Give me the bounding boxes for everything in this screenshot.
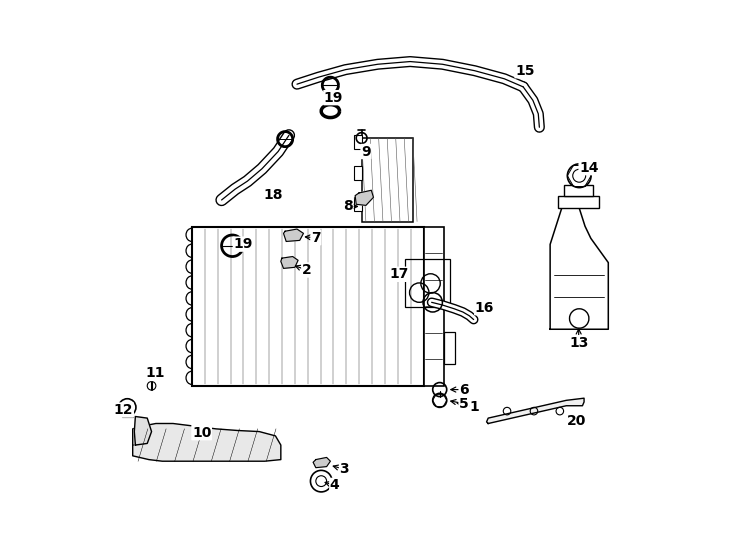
Text: 11: 11 bbox=[145, 367, 165, 380]
Polygon shape bbox=[283, 229, 303, 241]
Polygon shape bbox=[487, 398, 584, 423]
Text: 5: 5 bbox=[459, 396, 469, 410]
Text: 3: 3 bbox=[340, 462, 349, 476]
Text: 17: 17 bbox=[390, 267, 409, 281]
Text: 4: 4 bbox=[330, 478, 340, 492]
Bar bbox=[404, 259, 451, 307]
Text: 16: 16 bbox=[475, 301, 494, 315]
Bar bbox=[354, 197, 362, 211]
Bar bbox=[354, 166, 362, 180]
Polygon shape bbox=[133, 423, 281, 461]
Bar bbox=[192, 227, 424, 386]
Bar bbox=[424, 227, 444, 386]
Text: 19: 19 bbox=[233, 237, 252, 251]
Bar bbox=[558, 196, 599, 208]
Text: 19: 19 bbox=[324, 91, 344, 105]
Text: 20: 20 bbox=[567, 414, 586, 428]
Text: 6: 6 bbox=[459, 382, 469, 396]
Text: 10: 10 bbox=[192, 426, 211, 440]
Bar bbox=[354, 136, 362, 149]
Text: 2: 2 bbox=[302, 263, 311, 277]
Polygon shape bbox=[355, 190, 374, 205]
Text: 9: 9 bbox=[361, 145, 371, 159]
Polygon shape bbox=[281, 256, 298, 268]
Polygon shape bbox=[134, 416, 151, 445]
Text: 14: 14 bbox=[579, 161, 599, 174]
Text: 7: 7 bbox=[311, 231, 321, 245]
Text: 13: 13 bbox=[569, 336, 589, 350]
Polygon shape bbox=[313, 457, 330, 468]
Bar bbox=[444, 332, 455, 365]
Circle shape bbox=[567, 164, 591, 187]
Text: 1: 1 bbox=[470, 400, 479, 414]
Bar bbox=[362, 138, 413, 221]
Text: 15: 15 bbox=[515, 64, 534, 78]
Polygon shape bbox=[550, 208, 608, 329]
Text: 12: 12 bbox=[114, 403, 134, 417]
Text: 8: 8 bbox=[344, 199, 353, 213]
Circle shape bbox=[573, 169, 586, 182]
Bar bbox=[564, 185, 593, 196]
Text: 18: 18 bbox=[263, 187, 283, 201]
Bar bbox=[122, 411, 133, 416]
